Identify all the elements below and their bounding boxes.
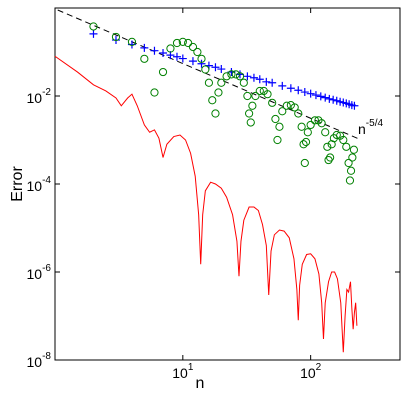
x-tick-label: 102 [300,362,322,381]
circle-marker [278,107,287,116]
circle-marker [303,128,312,137]
plus-marker [159,48,168,57]
series-line [54,55,358,353]
plus-marker [286,84,295,93]
circle-marker [349,145,359,154]
plus-marker [325,94,334,103]
series-line [57,9,360,140]
plus-marker [350,101,359,110]
circle-marker [127,37,137,46]
plus-marker [249,73,258,82]
circle-marker [211,109,220,118]
circle-marker [273,135,282,145]
circle-marker [282,101,291,110]
plus-marker [332,96,341,105]
circle-marker [342,142,351,151]
plus-marker [217,65,226,74]
circle-marker [348,153,357,162]
circle-marker [204,78,214,87]
circle-marker [178,37,187,46]
circle-marker [235,72,245,81]
circle-marker [188,42,198,52]
plus-marker [321,93,330,102]
plus-marker [268,78,277,87]
plus-marker [300,88,309,97]
circle-marker [332,130,341,140]
circle-marker [245,109,254,118]
plus-marker [278,81,287,90]
circle-marker [271,114,280,124]
circle-marker [294,109,303,118]
circle-marker [172,38,182,48]
circle-marker [214,88,223,97]
circle-marker [251,91,260,101]
circle-marker [193,47,202,57]
plus-marker [197,59,206,68]
circle-marker [301,137,311,147]
circle-marker [306,120,315,130]
circle-marker [208,96,217,105]
circle-marker [111,32,121,42]
circle-marker [326,153,335,162]
plus-marker [255,75,264,84]
plus-marker [140,43,149,52]
plus-marker [188,57,197,66]
y-axis-label: Error [9,166,26,202]
plus-marker [311,91,320,100]
circle-marker [231,70,240,79]
circle-marker [275,122,284,131]
plus-marker [262,77,271,86]
circle-marker [317,119,326,128]
circle-marker [140,54,149,63]
circle-marker [150,88,159,97]
circle-marker [158,67,168,77]
circle-marker [217,78,226,87]
circle-marker [201,65,210,74]
plus-marker [316,92,325,101]
circle-marker [227,70,236,79]
circle-marker [255,86,264,96]
plus-marker [306,89,315,98]
circle-marker [263,90,272,99]
plus-marker [89,29,98,38]
circle-marker [246,118,255,127]
y-tick-label: 10-4 [27,175,52,194]
circle-marker [239,78,248,87]
x-tick-label: 101 [172,362,194,381]
plus-marker [211,63,220,72]
y-tick-label: 10-2 [27,87,52,106]
circle-marker [184,38,193,48]
circle-marker [299,140,308,149]
circle-marker [346,166,356,175]
plus-marker [243,72,252,81]
circle-marker [222,72,231,81]
circle-marker [310,116,320,125]
circle-marker [324,155,333,165]
plot-frame [54,7,401,361]
circle-marker [243,91,252,101]
circle-marker [345,176,355,185]
plus-marker [294,86,303,95]
circle-marker [323,142,332,151]
circle-marker [297,122,306,131]
y-tick-label: 10-8 [27,351,52,370]
circle-marker [321,128,330,137]
circle-marker [248,101,257,110]
circle-marker [166,44,175,53]
y-tick-label: 10-6 [27,263,52,282]
plus-marker [172,52,181,61]
x-axis-label: n [196,375,205,392]
circle-marker [197,54,206,63]
circle-marker [344,158,353,168]
plus-marker [150,46,159,55]
annotation: n-5/4 [358,118,383,137]
circle-marker [290,103,299,112]
plus-marker [178,54,187,63]
circle-marker [268,98,277,107]
circle-marker [300,158,309,168]
plus-marker [329,95,338,104]
circle-marker [89,22,98,31]
circle-marker [339,135,348,145]
